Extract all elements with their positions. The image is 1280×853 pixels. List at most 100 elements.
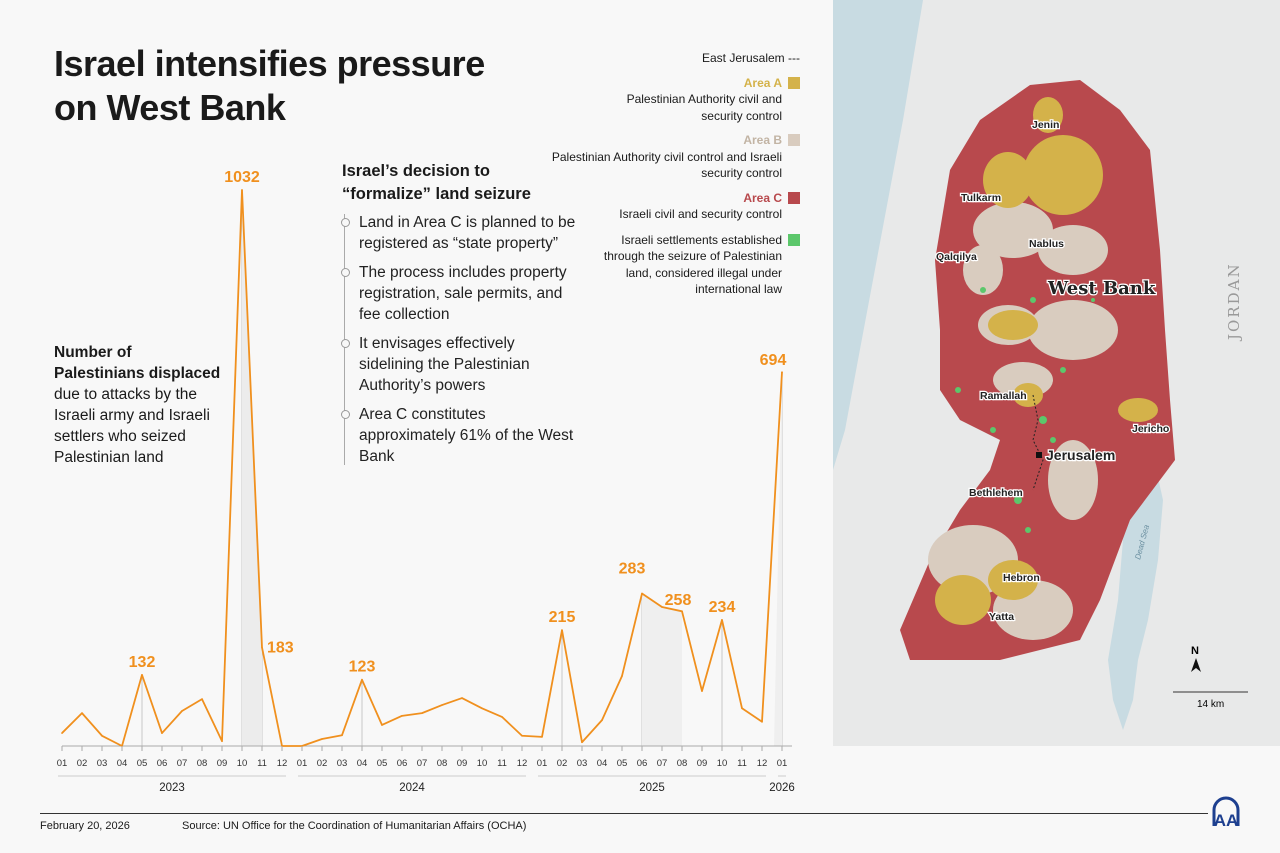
year-label: 2023 bbox=[159, 782, 185, 794]
data-point bbox=[401, 715, 403, 717]
x-tick-label: 04 bbox=[597, 758, 608, 769]
x-tick-label: 12 bbox=[757, 758, 768, 769]
data-label: 183 bbox=[267, 639, 294, 656]
data-label: 215 bbox=[549, 609, 576, 626]
data-label: 283 bbox=[619, 561, 646, 578]
data-point bbox=[221, 740, 223, 742]
x-tick-label: 10 bbox=[717, 758, 728, 769]
data-point bbox=[201, 698, 203, 700]
data-point bbox=[381, 724, 383, 726]
x-tick-label: 01 bbox=[297, 758, 308, 769]
data-label: 258 bbox=[665, 592, 692, 609]
area-c-swatch bbox=[788, 191, 800, 204]
year-label: 2024 bbox=[399, 782, 425, 794]
settlements-swatch bbox=[788, 233, 800, 246]
x-tick-label: 07 bbox=[177, 758, 188, 769]
legend-area-a: Area A bbox=[540, 75, 800, 92]
x-tick-label: 05 bbox=[137, 758, 148, 769]
x-tick-label: 08 bbox=[677, 758, 688, 769]
x-tick-label: 07 bbox=[417, 758, 428, 769]
x-tick-label: 06 bbox=[157, 758, 168, 769]
legend-label: Area B bbox=[743, 133, 782, 147]
legend-desc: Palestinian Authority civil control and … bbox=[551, 149, 782, 181]
settlements bbox=[955, 287, 1095, 533]
x-tick-label: 04 bbox=[117, 758, 128, 769]
label-jordan: JORDAN bbox=[1225, 262, 1243, 342]
area-a-swatch bbox=[788, 76, 800, 89]
year-label: 2025 bbox=[639, 782, 665, 794]
x-tick-label: 07 bbox=[657, 758, 668, 769]
data-label: 123 bbox=[349, 659, 376, 676]
area-b-swatch bbox=[788, 134, 800, 146]
area-a-zones bbox=[935, 97, 1158, 625]
data-point bbox=[641, 592, 643, 595]
data-point bbox=[101, 734, 103, 737]
svg-text:AA: AA bbox=[1214, 811, 1239, 830]
data-point bbox=[781, 371, 783, 373]
x-tick-label: 05 bbox=[377, 758, 388, 769]
data-point bbox=[481, 707, 483, 710]
x-tick-label: 01 bbox=[777, 758, 788, 769]
decision-box: Israel’s decision to “formalize” land se… bbox=[341, 160, 582, 475]
label-bethlehem: Bethlehem bbox=[969, 487, 1023, 499]
data-point bbox=[161, 732, 163, 734]
x-tick-label: 12 bbox=[277, 758, 288, 769]
map-legend: East Jerusalem --- Area A Palestinian Au… bbox=[540, 50, 800, 298]
x-tick-label: 09 bbox=[217, 758, 228, 769]
data-point bbox=[501, 716, 503, 718]
data-point bbox=[181, 710, 183, 712]
x-tick-label: 09 bbox=[697, 758, 708, 769]
data-label: 234 bbox=[709, 599, 736, 616]
peak-shade bbox=[774, 372, 782, 746]
x-tick-label: 06 bbox=[397, 758, 408, 769]
x-tick-label: 01 bbox=[537, 758, 548, 769]
dead-sea bbox=[1108, 455, 1163, 730]
data-point bbox=[321, 738, 323, 740]
data-point bbox=[361, 678, 363, 681]
x-tick-label: 11 bbox=[497, 758, 507, 769]
x-tick-label: 03 bbox=[97, 758, 108, 769]
data-point bbox=[521, 734, 523, 737]
label-jericho: Jericho bbox=[1132, 423, 1169, 435]
west-bank-map: Jenin Tulkarm Nablus Qalqilya West Bank … bbox=[833, 0, 1280, 746]
legend-east-jerusalem: East Jerusalem --- bbox=[701, 51, 800, 65]
displacement-line-chart: 01 02 03 04 05 06 07 08 09 10 11 12 01 02 03 04 05 06 07 08… bbox=[57, 169, 795, 794]
data-point bbox=[721, 619, 723, 621]
aa-logo: AA bbox=[1212, 796, 1240, 830]
data-label: 1032 bbox=[224, 169, 260, 186]
year-label: 2026 bbox=[769, 782, 795, 794]
description-bold: Number of Palestinians displaced bbox=[54, 344, 221, 382]
footer-date: February 20, 2026 bbox=[40, 820, 130, 832]
data-point bbox=[541, 736, 543, 738]
data-point bbox=[81, 712, 83, 714]
data-point bbox=[421, 712, 423, 714]
x-tick-label: 08 bbox=[437, 758, 448, 769]
legend-desc: Palestinian Authority civil and security… bbox=[626, 92, 782, 123]
data-point bbox=[601, 719, 603, 721]
legend-desc: Israeli civil and security control bbox=[619, 207, 782, 221]
x-tick-label: 03 bbox=[337, 758, 348, 769]
legend-area-c: Area C bbox=[540, 190, 800, 207]
label-jenin: Jenin bbox=[1032, 119, 1059, 131]
data-point bbox=[761, 720, 763, 723]
x-tick-label: 04 bbox=[357, 758, 368, 769]
data-point bbox=[261, 646, 263, 649]
x-tick-label: 11 bbox=[257, 758, 267, 769]
legend-desc: Israeli settlements established through … bbox=[603, 232, 782, 297]
data-point bbox=[141, 674, 143, 676]
jerusalem-marker bbox=[1036, 452, 1042, 458]
x-tick-label: 05 bbox=[617, 758, 628, 769]
label-yatta: Yatta bbox=[989, 611, 1014, 623]
label-qalqilya: Qalqilya bbox=[936, 251, 977, 263]
x-tick-label: 08 bbox=[197, 758, 208, 769]
data-point bbox=[741, 707, 743, 710]
peak-shade bbox=[642, 593, 682, 746]
east-jerusalem-boundary bbox=[1032, 394, 1044, 491]
north-label: N bbox=[1191, 645, 1199, 657]
data-label: 132 bbox=[129, 654, 156, 671]
data-point bbox=[241, 189, 243, 191]
data-point bbox=[681, 610, 683, 613]
label-nablus: Nablus bbox=[1029, 238, 1064, 250]
data-point bbox=[581, 741, 583, 744]
decision-heading: Israel’s decision to “formalize” land se… bbox=[342, 162, 531, 203]
